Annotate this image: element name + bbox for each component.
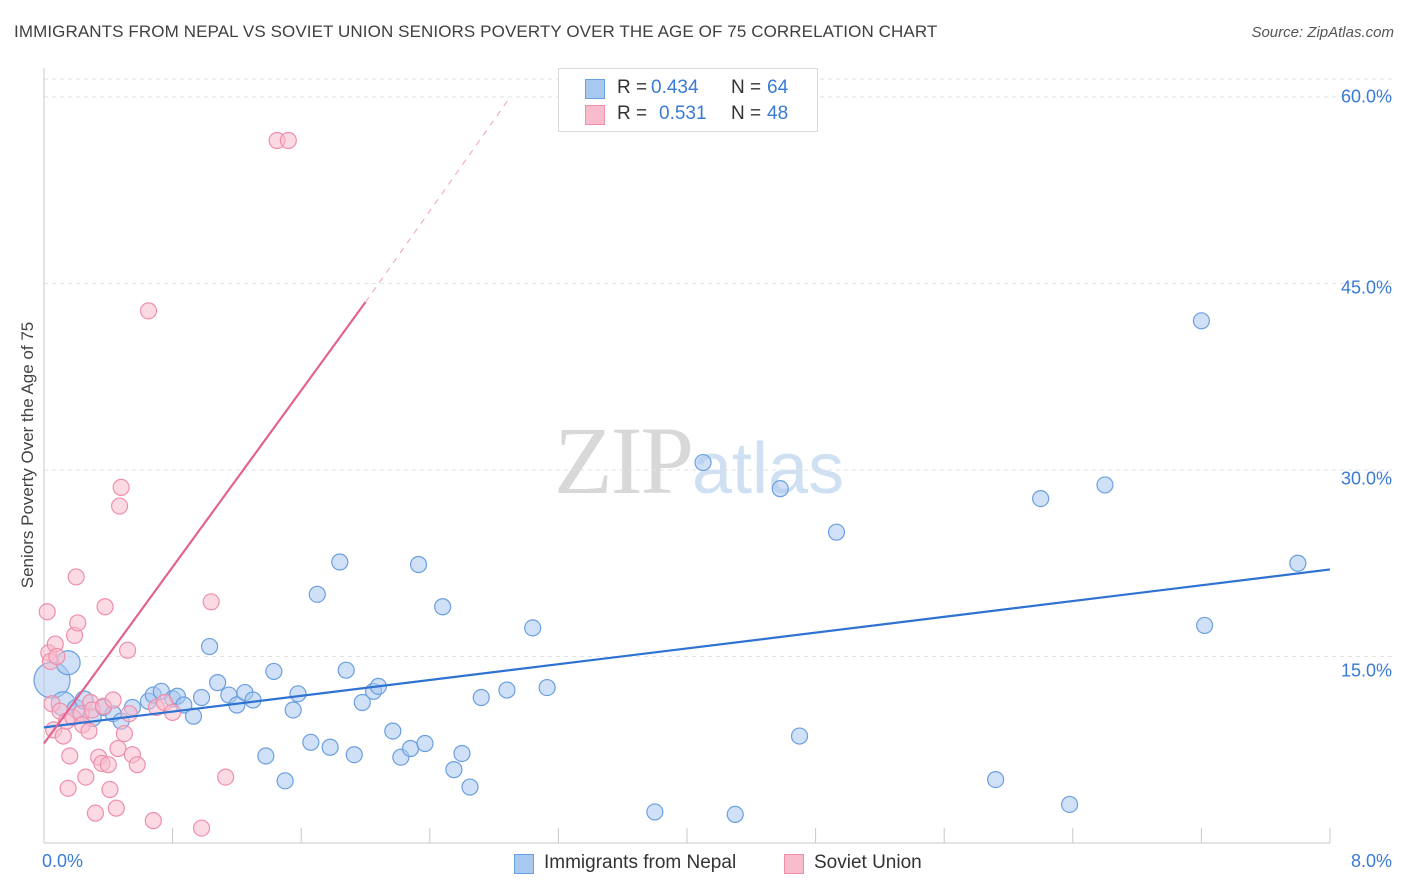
data-point-nepal — [646, 803, 664, 821]
data-point-soviet — [61, 747, 79, 765]
y-tick-label-45: 45.0% — [1340, 277, 1392, 298]
y-tick-label-15: 15.0% — [1340, 660, 1392, 681]
data-point-soviet — [139, 302, 158, 320]
bottom-legend-swatch-soviet — [784, 854, 804, 874]
data-point-soviet — [99, 756, 117, 774]
data-point-nepal — [771, 480, 789, 498]
data-point-soviet — [38, 603, 56, 621]
legend-n-value: 48 — [767, 103, 789, 124]
data-point-soviet — [115, 724, 133, 743]
bottom-legend-swatch-nepal — [514, 854, 534, 874]
data-point-nepal — [321, 738, 339, 756]
data-point-soviet — [59, 779, 77, 797]
data-point-nepal — [302, 733, 320, 751]
data-point-nepal — [265, 662, 283, 681]
trend-line-extension-soviet — [365, 96, 511, 303]
data-point-nepal — [538, 678, 556, 697]
legend-n-label: N = — [731, 103, 762, 124]
legend-r-value: 0.434 — [651, 77, 699, 98]
watermark-atlas: atlas — [692, 429, 845, 509]
data-point-soviet — [101, 780, 119, 799]
data-point-soviet — [86, 804, 105, 822]
trend-line-soviet — [43, 301, 367, 745]
data-point-soviet — [48, 647, 66, 666]
data-point-soviet — [112, 478, 130, 497]
data-point-nepal — [726, 805, 744, 824]
data-point-nepal — [445, 761, 463, 779]
data-point-nepal — [353, 693, 371, 712]
watermark-zip: ZIP — [554, 407, 694, 514]
data-point-soviet — [217, 768, 235, 786]
data-point-soviet — [77, 768, 95, 786]
watermark: ZIPatlas — [554, 405, 844, 516]
data-point-soviet — [120, 705, 138, 723]
data-point-nepal — [289, 685, 307, 703]
data-point-nepal — [200, 637, 219, 656]
data-point-nepal — [461, 778, 479, 796]
trend-line-nepal — [43, 568, 1331, 729]
bottom-legend-label-nepal: Immigrants from Nepal — [544, 852, 737, 873]
data-point-nepal — [1096, 476, 1114, 494]
data-point-nepal — [384, 722, 402, 740]
data-point-soviet — [279, 131, 297, 150]
data-point-nepal — [276, 772, 294, 790]
data-point-nepal — [827, 523, 846, 541]
legend-r-label: R = — [617, 77, 648, 98]
data-point-nepal — [209, 674, 227, 692]
data-point-nepal — [257, 747, 275, 765]
data-point-nepal — [790, 727, 809, 745]
data-point-soviet — [96, 598, 114, 616]
y-tick-label-30: 30.0% — [1340, 468, 1392, 489]
data-point-nepal — [409, 555, 428, 574]
correlation-legend: R = 0.434 N = 64 R = 0.531 N = 48 — [558, 68, 818, 132]
data-point-nepal — [401, 739, 420, 758]
data-point-soviet — [202, 593, 220, 611]
data-point-soviet — [110, 497, 129, 515]
data-point-nepal — [472, 688, 490, 707]
legend-swatch-nepal — [585, 79, 605, 99]
legend-swatch-soviet — [585, 105, 605, 125]
data-point-soviet — [107, 799, 125, 817]
data-point-soviet — [128, 756, 146, 774]
data-point-nepal — [345, 746, 363, 764]
data-point-nepal — [1032, 489, 1050, 508]
data-point-nepal — [694, 453, 712, 472]
data-point-soviet — [118, 641, 137, 659]
y-axis-label: Seniors Poverty Over the Age of 75 — [18, 321, 37, 589]
data-point-soviet — [144, 812, 162, 830]
bottom-legend-label-soviet: Soviet Union — [814, 852, 922, 873]
data-point-nepal — [284, 701, 302, 719]
data-point-nepal — [337, 661, 355, 679]
data-point-soviet — [67, 568, 85, 586]
data-point-nepal — [1192, 312, 1211, 330]
data-point-nepal — [1196, 616, 1214, 635]
x-tick-label-min: 0.0% — [42, 851, 84, 871]
legend-r-value: 0.531 — [659, 103, 707, 124]
legend-n-label: N = — [731, 77, 762, 98]
chart-source: Source: ZipAtlas.com — [1251, 24, 1394, 41]
data-point-nepal — [192, 688, 211, 707]
data-point-nepal — [331, 553, 349, 571]
data-point-nepal — [1060, 795, 1079, 814]
data-point-nepal — [987, 770, 1005, 789]
data-point-nepal — [498, 681, 516, 699]
x-tick-label-max: 8.0% — [1350, 851, 1392, 871]
data-point-nepal — [434, 598, 452, 616]
data-point-nepal — [1289, 554, 1307, 572]
data-point-nepal — [308, 585, 326, 603]
data-point-soviet — [69, 614, 87, 632]
data-point-nepal — [416, 734, 434, 753]
data-point-soviet — [192, 819, 211, 837]
data-point-nepal — [453, 744, 471, 763]
data-point-soviet — [54, 727, 72, 745]
data-point-soviet — [104, 691, 122, 709]
y-tick-label-60: 60.0% — [1340, 86, 1392, 107]
data-point-soviet — [80, 722, 98, 740]
legend-n-value: 64 — [767, 77, 789, 98]
legend-r-label: R = — [617, 103, 648, 124]
data-point-soviet — [109, 739, 127, 758]
chart-title: IMMIGRANTS FROM NEPAL VS SOVIET UNION SE… — [14, 22, 938, 41]
data-point-nepal — [524, 619, 542, 637]
